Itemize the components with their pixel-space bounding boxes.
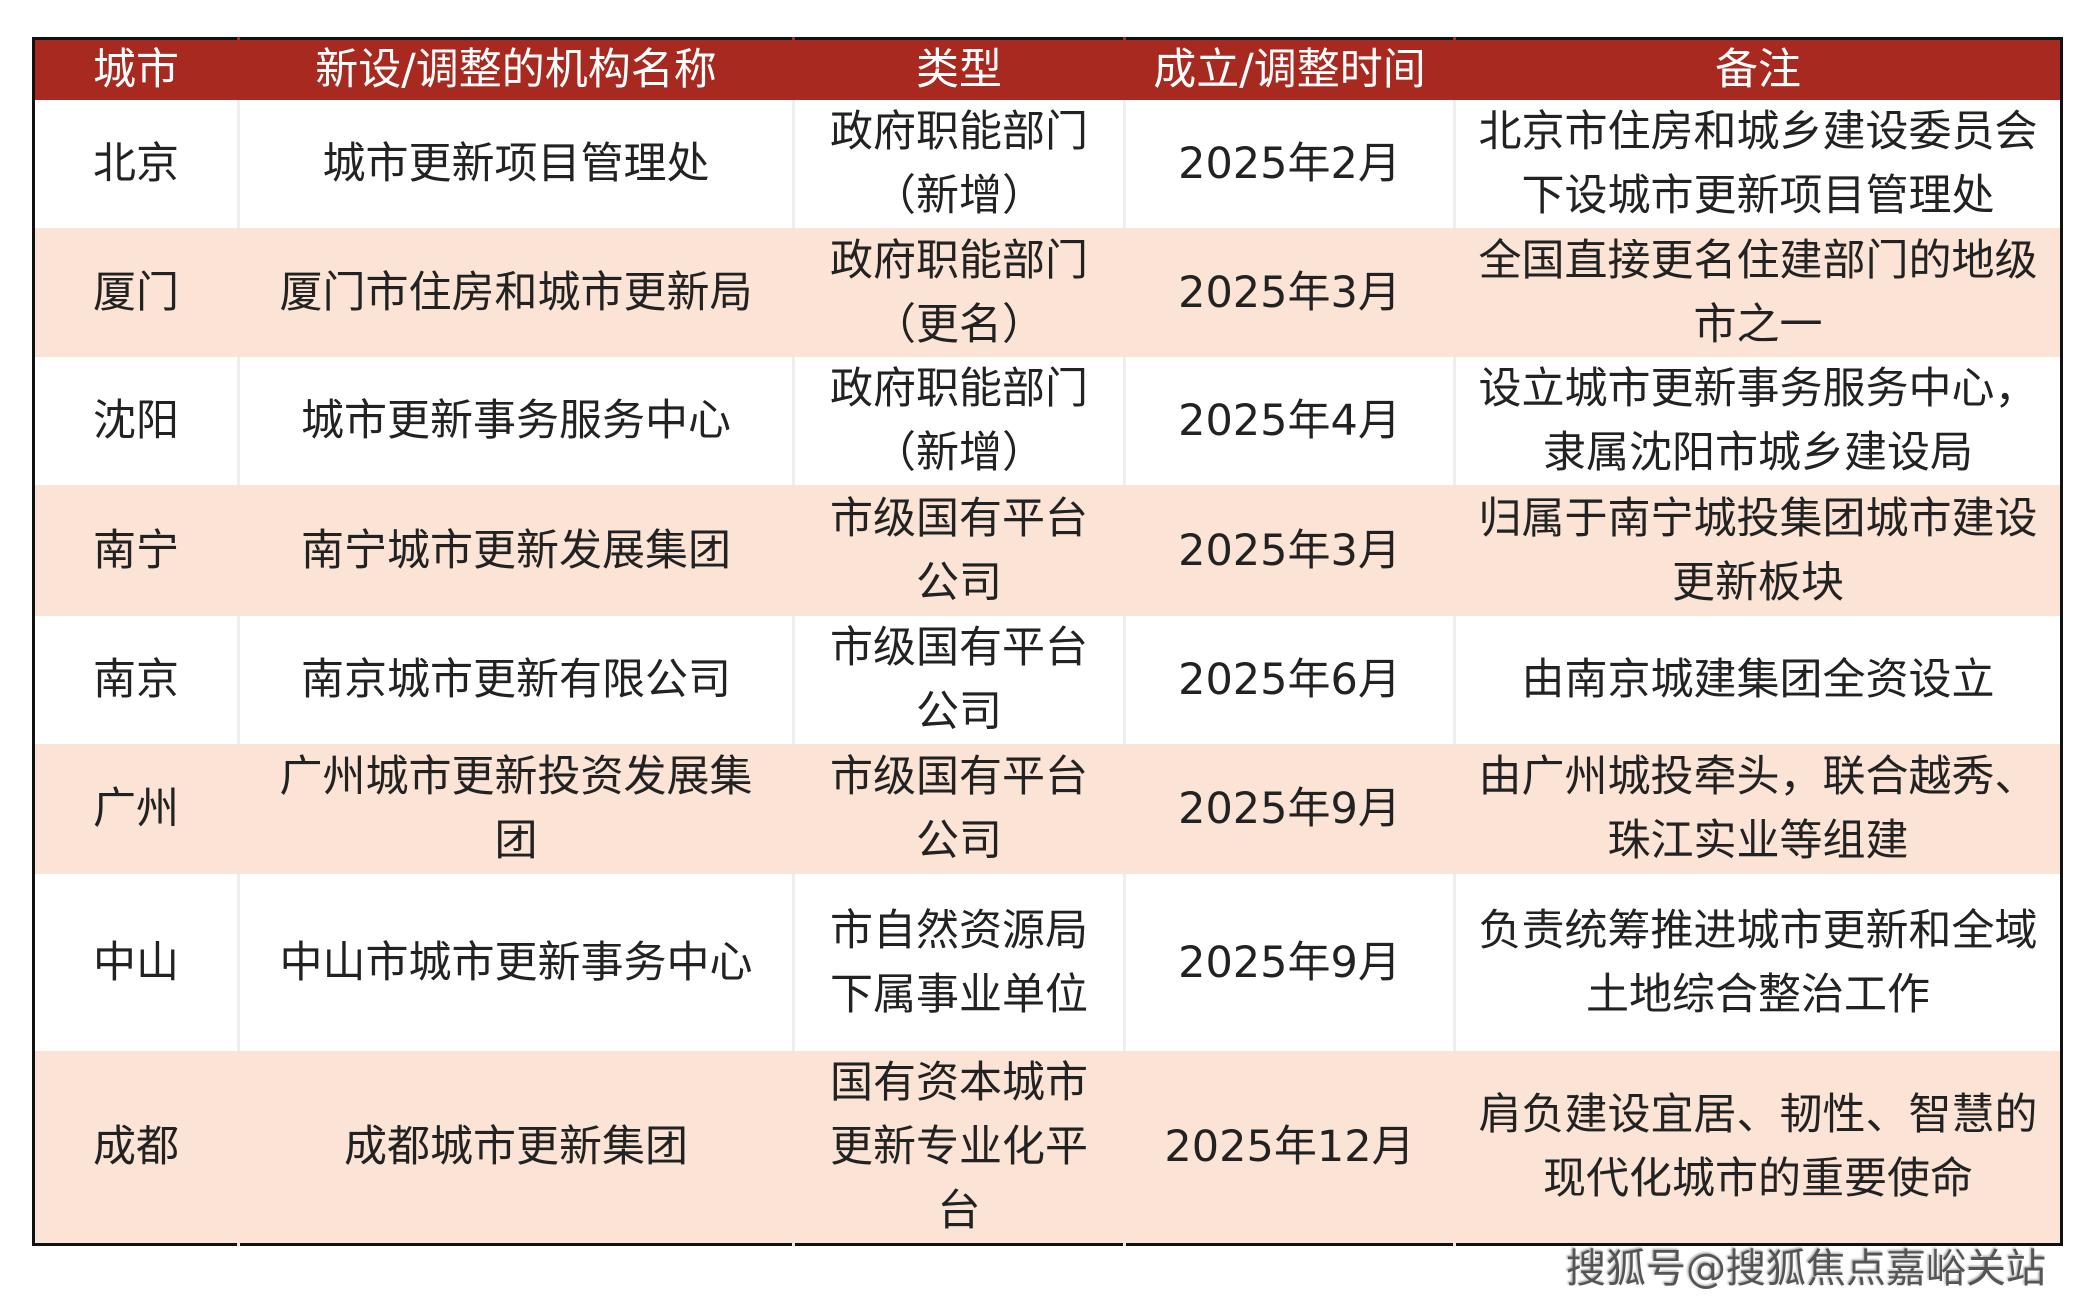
table-cell: 北京市住房和城乡建设委员会下设城市更新项目管理处 (1453, 100, 2062, 228)
table-row: 沈阳 城市更新事务服务中心 政府职能部门（新增） 2025年4月 设立城市更新事务服务中… (34, 357, 2062, 485)
table-cell: 城市更新事务服务中心 (237, 357, 794, 485)
table-cell: 政府职能部门（新增） (792, 100, 1125, 228)
table-cell: 政府职能部门（新增） (792, 357, 1125, 485)
table-cell: 2025年3月 (1123, 485, 1455, 616)
table-cell: 广州城市更新投资发展集团 (237, 744, 794, 874)
table-cell: 市级国有平台公司 (792, 744, 1125, 874)
table-cell: 中山市城市更新事务中心 (237, 874, 794, 1051)
table-cell: 城市更新项目管理处 (237, 100, 794, 228)
table-body: 北京 城市更新项目管理处 政府职能部门（新增） 2025年2月 北京市住房和城乡建设委员… (33, 100, 2062, 1245)
table-cell: 市级国有平台公司 (792, 485, 1125, 616)
table-row: 中山 中山市城市更新事务中心 市自然资源局下属事业单位 2025年9月 负责统筹推进城市… (34, 874, 2062, 1051)
table-cell: 南宁城市更新发展集团 (237, 485, 794, 616)
header-cell: 备注 (1453, 38, 2062, 100)
table-cell: 市级国有平台公司 (792, 616, 1125, 744)
table-row: 南宁 南宁城市更新发展集团 市级国有平台公司 2025年3月 归属于南宁城投集团城市建设… (33, 485, 2062, 616)
table-cell: 2025年6月 (1123, 616, 1455, 744)
table-cell: 市自然资源局下属事业单位 (792, 874, 1125, 1051)
table-cell: 沈阳 (93, 396, 179, 446)
table-row: 北京 城市更新项目管理处 政府职能部门（新增） 2025年2月 北京市住房和城乡建设委员… (34, 100, 2062, 228)
table-row: 厦门 厦门市住房和城市更新局 政府职能部门（更名） 2025年3月 全国直接更名住建部门… (33, 228, 2062, 357)
table-row: 广州 广州城市更新投资发展集团 市级国有平台公司 2025年9月 由广州城投牵头，联合越… (33, 744, 2062, 874)
table-cell: 国有资本城市更新专业化平台 (792, 1051, 1125, 1245)
table-cell: 厦门市住房和城市更新局 (237, 228, 794, 357)
table-cell: 成都城市更新集团 (237, 1051, 794, 1245)
table-cell: 北京 (93, 139, 179, 189)
table-cell: 南宁 (33, 485, 239, 616)
header-cell: 成立/调整时间 (1123, 38, 1455, 100)
data-table: 城市 新设/调整的机构名称 类型 成立/调整时间 备注 北京 城市更新项目管理处 政府职能部… (32, 37, 2063, 1246)
table-cell: 2025年9月 (1123, 874, 1455, 1051)
table-cell: 2025年12月 (1123, 1051, 1455, 1245)
table-cell: 成都 (33, 1051, 239, 1245)
table-cell: 南京 (93, 655, 179, 705)
table-row: 南京 南京城市更新有限公司 市级国有平台公司 2025年6月 由南京城建集团全资设立 (34, 616, 2062, 744)
table-cell: 政府职能部门（更名） (792, 228, 1125, 357)
table-cell: 由广州城投牵头，联合越秀、珠江实业等组建 (1453, 744, 2062, 874)
table-cell: 归属于南宁城投集团城市建设更新板块 (1453, 485, 2062, 616)
header-cell: 新设/调整的机构名称 (237, 38, 794, 100)
table-row: 成都 成都城市更新集团 国有资本城市更新专业化平台 2025年12月 肩负建设宜居、韧性… (33, 1051, 2062, 1245)
table-cell: 2025年3月 (1123, 228, 1455, 357)
table-cell: 中山 (93, 937, 179, 988)
table-cell: 设立城市更新事务服务中心，隶属沈阳市城乡建设局 (1453, 357, 2062, 485)
table-cell: 负责统筹推进城市更新和全域土地综合整治工作 (1453, 874, 2062, 1051)
header-cell: 类型 (792, 38, 1125, 100)
table-cell: 2025年4月 (1123, 357, 1455, 485)
table-cell: 南京城市更新有限公司 (237, 616, 794, 744)
table-cell: 由南京城建集团全资设立 (1453, 616, 2062, 744)
table-cell: 2025年9月 (1123, 744, 1455, 874)
table-cell: 2025年2月 (1123, 100, 1455, 228)
header-row: 城市 新设/调整的机构名称 类型 成立/调整时间 备注 (33, 38, 2062, 100)
table-cell: 厦门 (33, 228, 239, 357)
table-cell: 全国直接更名住建部门的地级市之一 (1453, 228, 2062, 357)
header-cell: 城市 (33, 38, 239, 100)
table-cell: 广州 (33, 744, 239, 874)
table-cell: 肩负建设宜居、韧性、智慧的现代化城市的重要使命 (1453, 1051, 2062, 1245)
footer-credit: 搜狐号@搜狐焦点嘉峪关站 (1566, 1246, 2046, 1292)
